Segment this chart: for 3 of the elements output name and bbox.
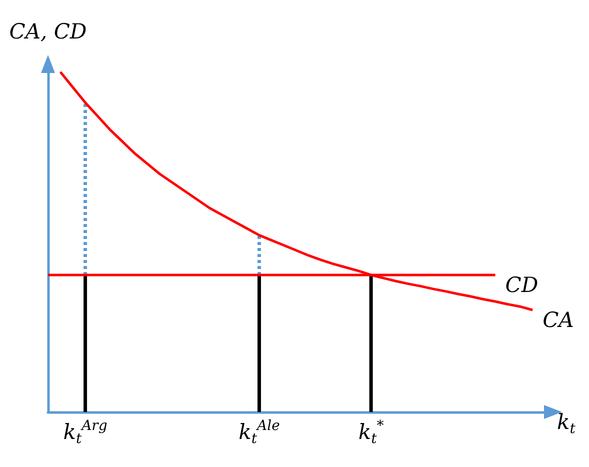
- series-label: CD: [505, 272, 538, 297]
- series-label: CA: [542, 308, 574, 332]
- y-axis-title: CA, CD: [9, 20, 87, 44]
